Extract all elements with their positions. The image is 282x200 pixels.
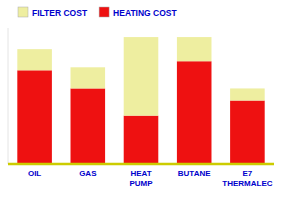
legend-label: FILTER COST bbox=[32, 8, 88, 18]
x-tick-label: OIL bbox=[28, 169, 41, 178]
x-tick-label: HEATPUMP bbox=[129, 169, 153, 188]
bar bbox=[17, 49, 52, 70]
x-tick-label: GAS bbox=[79, 169, 97, 178]
bar bbox=[177, 37, 212, 61]
bar bbox=[124, 116, 159, 164]
y-axis-line bbox=[8, 28, 9, 164]
bar bbox=[230, 88, 265, 100]
bar bbox=[230, 101, 265, 164]
legend: FILTER COST HEATING COST bbox=[18, 7, 177, 18]
x-axis-line bbox=[8, 163, 274, 166]
chart: OIL GAS HEATPUMP BUTANE E7THERMALEC FILTER CO… bbox=[0, 0, 282, 200]
x-tick-label: E7THERMALEC bbox=[222, 169, 272, 188]
bar bbox=[71, 88, 106, 164]
legend-swatch bbox=[99, 7, 109, 17]
legend-label: HEATING COST bbox=[113, 8, 177, 18]
bar bbox=[71, 67, 106, 88]
x-tick-label: BUTANE bbox=[178, 169, 211, 178]
bar bbox=[17, 70, 52, 164]
legend-swatch bbox=[18, 7, 28, 17]
bar bbox=[177, 61, 212, 164]
bars bbox=[17, 37, 264, 164]
bar bbox=[124, 37, 159, 116]
